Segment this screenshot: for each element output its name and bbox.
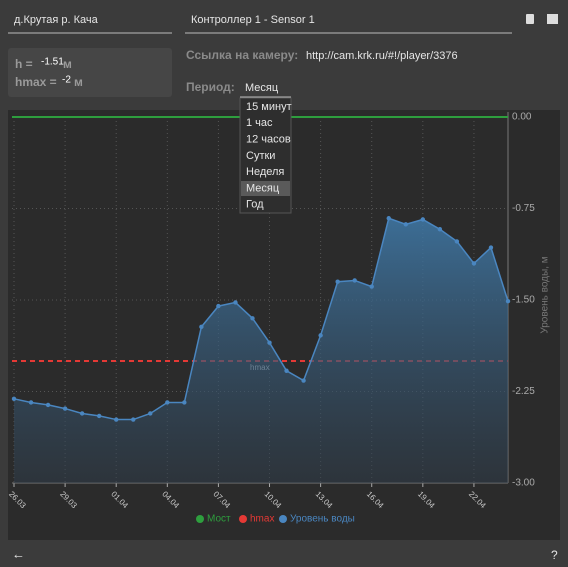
point (216, 303, 221, 309)
dropdown-option[interactable]: Месяц (246, 182, 280, 194)
point (233, 300, 238, 305)
point (199, 324, 204, 330)
point (267, 340, 272, 345)
point (11, 396, 17, 402)
point (352, 278, 357, 283)
dropdown-option[interactable]: 15 минут (246, 101, 292, 113)
y-tick-label: -2.25 (512, 386, 535, 397)
point (131, 417, 136, 422)
point (488, 245, 494, 250)
point (335, 279, 340, 284)
dropdown-option[interactable]: 12 часов (246, 134, 291, 146)
back-button[interactable]: ← (12, 546, 25, 561)
point (505, 299, 511, 304)
line (13, 217, 509, 421)
point (301, 378, 306, 383)
location-select[interactable]: д.Крутая р. Кача (14, 14, 99, 26)
point (250, 316, 255, 321)
h-unit: м (63, 57, 72, 71)
point (369, 284, 374, 289)
point (420, 217, 426, 222)
y-axis-label: Уровень воды, м (540, 256, 551, 333)
point (454, 239, 460, 244)
legend-label[interactable]: hmax (250, 514, 274, 525)
point (96, 413, 102, 419)
dropdown-option[interactable]: Сутки (246, 150, 275, 162)
point (284, 368, 289, 373)
area (14, 218, 508, 483)
dropdown-option[interactable]: Неделя (246, 166, 284, 178)
legend-label[interactable]: Мост (207, 514, 231, 525)
hmax-unit: м (74, 75, 83, 89)
point (165, 400, 170, 405)
status-card (8, 48, 172, 97)
point (318, 333, 323, 338)
legend-label[interactable]: Уровень воды (290, 514, 355, 525)
point (45, 402, 51, 408)
dropdown-option[interactable]: 1 час (246, 117, 273, 129)
list-icon[interactable] (526, 14, 534, 24)
y-tick-label: 0.00 (512, 112, 532, 123)
point (471, 261, 477, 266)
point (62, 406, 68, 411)
camera-link[interactable]: http://cam.krk.ru/#!/player/3376 (306, 50, 458, 62)
dropdown-highlight (241, 181, 290, 196)
controller-select[interactable]: Контроллер 1 - Sensor 1 (191, 14, 315, 26)
point (114, 417, 119, 422)
hmax-label: hmax = (15, 75, 57, 89)
point (403, 222, 408, 227)
legend-marker (239, 515, 247, 523)
y-tick-label: -3.00 (512, 478, 535, 489)
point (148, 411, 153, 416)
hmax-value: -2 (62, 75, 71, 86)
point (182, 400, 187, 405)
point (79, 411, 85, 416)
help-button[interactable]: ? (551, 548, 558, 562)
legend-marker (279, 515, 287, 523)
period-select[interactable]: Месяц (245, 82, 279, 94)
period-dropdown: 15 минут 1 час 12 часов Сутки Неделя Месяц Год (239, 97, 292, 214)
y-tick-label: -1.50 (512, 295, 535, 306)
map-icon[interactable] (547, 14, 558, 24)
point (28, 400, 34, 405)
camera-label: Ссылка на камеру: (186, 48, 298, 62)
period-label: Период: (186, 80, 235, 94)
point (386, 216, 391, 221)
h-label: h = (15, 57, 33, 71)
h-value: -1.51 (41, 57, 64, 68)
dropdown-option[interactable]: Год (246, 199, 264, 211)
y-tick-label: -0.75 (512, 203, 535, 214)
legend-marker (196, 515, 204, 523)
point (437, 227, 443, 232)
